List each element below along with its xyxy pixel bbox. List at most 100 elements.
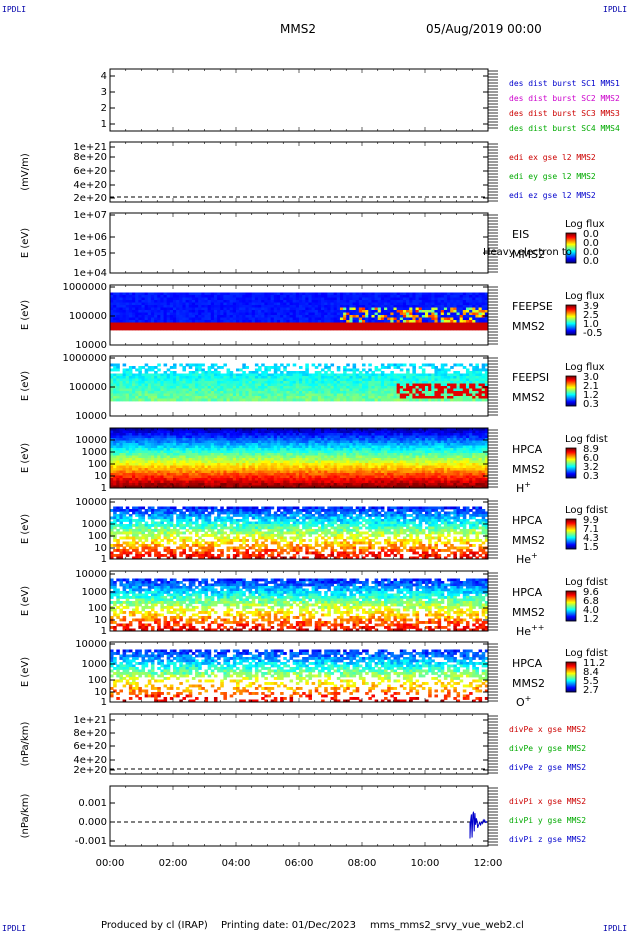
panel-feepse-colorbar-slice bbox=[566, 307, 576, 309]
panel-hpca_o-instrument-label: HPCA bbox=[512, 657, 543, 670]
panel-hpca_he-colorbar-slice bbox=[566, 524, 576, 526]
panel-feepse-colorbar-slice bbox=[566, 306, 576, 308]
panel-availability-ytick-label: 4 bbox=[101, 71, 107, 82]
panel-hpca_o-colorbar-slice bbox=[566, 690, 576, 692]
panel-hpca_he-colorbar-frame bbox=[565, 518, 577, 550]
panel-feepsi-colorbar-slice bbox=[566, 394, 576, 396]
panel-availability-legend-item: des dist burst SC2 MMS2 bbox=[509, 94, 620, 103]
panel-hpca_he-colorbar-slice bbox=[566, 547, 576, 549]
panel-hpca_he-colorbar-slice bbox=[566, 530, 576, 532]
panel-hpca_he-colorbar-tick: 1.5 bbox=[583, 542, 599, 553]
panel-edi-ytick-label: 6e+20 bbox=[73, 166, 107, 177]
panel-feepse-colorbar-title: Log flux bbox=[565, 291, 605, 302]
panel-feepse-colorbar-slice bbox=[566, 329, 576, 331]
panel-eis-colorbar-frame bbox=[565, 232, 577, 264]
panel-hpca_hepp-colorbar-slice bbox=[566, 615, 576, 617]
panel-feepse-ytick-label: 1000000 bbox=[62, 282, 107, 293]
panel-feepsi-colorbar-slice bbox=[566, 378, 576, 380]
panel-availability-ytick-label: 1 bbox=[101, 119, 107, 130]
panel-availability-legend-item: des dist burst SC3 MMS3 bbox=[509, 109, 620, 118]
panel-hpca_hepp-ylabel: E (eV) bbox=[20, 586, 31, 616]
panel-feepse-colorbar-slice bbox=[566, 311, 576, 313]
panel-feepse-colorbar-frame bbox=[565, 304, 577, 336]
panel-hpca_hepp-colorbar-frame bbox=[565, 590, 577, 622]
panel-edi-ytick-label: 1e+21 bbox=[73, 142, 107, 153]
panel-hpca_o-colorbar-slice bbox=[566, 685, 576, 687]
panel-eis-colorbar-slice bbox=[566, 234, 576, 236]
corner-label-top-left: IPDLI bbox=[2, 5, 27, 14]
panel-hpca_hepp-instrument-label: HPCA bbox=[512, 586, 543, 599]
panel-hpca_h-ylabel: E (eV) bbox=[20, 443, 31, 473]
panel-eis-ytick-label: 1e+04 bbox=[73, 268, 107, 279]
panel-feepse-colorbar-slice bbox=[566, 310, 576, 312]
panel-hpca_o-colorbar-slice bbox=[566, 683, 576, 685]
panel-feepse-colorbar-slice bbox=[566, 332, 576, 334]
panel-feepsi-colorbar-slice bbox=[566, 386, 576, 388]
date-title: 05/Aug/2019 00:00 bbox=[426, 22, 542, 36]
panel-hpca_hepp-colorbar-tick: 9.6 bbox=[583, 587, 599, 598]
panel-hpca_h-spacecraft-label: MMS2 bbox=[512, 463, 545, 476]
panel-hpca_h-colorbar-slice bbox=[566, 459, 576, 461]
panel-edi-legend-item: edi ey gse l2 MMS2 bbox=[509, 172, 596, 181]
panel-feepsi-colorbar-tick: 3.0 bbox=[583, 372, 599, 383]
panel-eis-colorbar-slice bbox=[566, 249, 576, 251]
panel-hpca_hepp-colorbar-slice bbox=[566, 605, 576, 607]
panel-hpca_he-colorbar-slice bbox=[566, 542, 576, 544]
panel-eis-colorbar-tick: 0.0 bbox=[583, 229, 599, 240]
footer-script-name: mms_mms2_srvy_vue_web2.cl bbox=[370, 920, 524, 931]
panel-eis-colorbar-slice bbox=[566, 243, 576, 245]
panel-hpca_o-colorbar-tick: 5.5 bbox=[583, 676, 599, 687]
panel-feepse-colorbar-tick: 2.5 bbox=[583, 310, 599, 321]
panel-feepsi-colorbar-frame bbox=[565, 375, 577, 407]
panel-feepsi-colorbar-slice bbox=[566, 400, 576, 402]
panel-eis-colorbar-slice bbox=[566, 261, 576, 263]
panel-feepse-colorbar-slice bbox=[566, 309, 576, 311]
panel-hpca_he-ytick-label: 10000 bbox=[75, 497, 107, 508]
panel-hpca_he-colorbar-slice bbox=[566, 537, 576, 539]
panel-divpe-legend-item: divPe y gse MMS2 bbox=[509, 744, 586, 753]
panel-hpca_h-colorbar-slice bbox=[566, 464, 576, 466]
panel-hpca_he-colorbar-slice bbox=[566, 539, 576, 541]
panel-eis-colorbar-slice bbox=[566, 233, 576, 235]
panel-hpca_o-colorbar-slice bbox=[566, 672, 576, 674]
panel-feepsi-colorbar-tick: 0.3 bbox=[583, 399, 599, 410]
panel-hpca_h-colorbar-slice bbox=[566, 472, 576, 474]
panel-hpca_he-colorbar-tick: 7.1 bbox=[583, 524, 599, 535]
panel-feepse-colorbar-slice bbox=[566, 319, 576, 321]
panel-hpca_he-colorbar-slice bbox=[566, 522, 576, 524]
panel-feepse-ylabel: E (eV) bbox=[20, 300, 31, 330]
panel-hpca_hepp-ytick-label: 100 bbox=[88, 603, 107, 614]
panel-hpca_he-colorbar-slice bbox=[566, 528, 576, 530]
panel-feepsi-colorbar-slice bbox=[566, 392, 576, 394]
panel-hpca_he-colorbar-slice bbox=[566, 548, 576, 550]
panel-feepsi-colorbar-slice bbox=[566, 391, 576, 393]
panel-hpca_he-colorbar-slice bbox=[566, 540, 576, 542]
panel-feepse-colorbar-slice bbox=[566, 305, 576, 307]
panel-hpca_o-colorbar-slice bbox=[566, 669, 576, 671]
panel-hpca_h-colorbar-slice bbox=[566, 452, 576, 454]
panel-eis-colorbar-slice bbox=[566, 244, 576, 246]
time-axis-tick-label: 06:00 bbox=[285, 858, 314, 869]
panel-hpca_he-colorbar-slice bbox=[566, 535, 576, 537]
panel-availability-ytick-label: 3 bbox=[101, 87, 107, 98]
panel-hpca_hepp-colorbar-slice bbox=[566, 604, 576, 606]
panel-hpca_h-colorbar-slice bbox=[566, 458, 576, 460]
panel-feepse-spacecraft-label: MMS2 bbox=[512, 320, 545, 333]
panel-hpca_he-instrument-label: HPCA bbox=[512, 514, 543, 527]
panel-hpca_he-species-label: He+ bbox=[516, 551, 538, 566]
panel-hpca_h-colorbar-slice bbox=[566, 460, 576, 462]
time-axis-tick-label: 12:00 bbox=[474, 858, 503, 869]
panel-feepsi-colorbar-slice bbox=[566, 382, 576, 384]
panel-hpca_h-colorbar-slice bbox=[566, 451, 576, 453]
panel-feepse-colorbar-slice bbox=[566, 312, 576, 314]
panel-hpca_hepp-colorbar-tick: 6.8 bbox=[583, 596, 599, 607]
panel-hpca_o-ytick-label: 1000 bbox=[82, 659, 107, 670]
panel-hpca_h-colorbar-slice bbox=[566, 457, 576, 459]
panel-hpca_o-ylabel: E (eV) bbox=[20, 657, 31, 687]
panel-divpe-ytick-label: 1e+21 bbox=[73, 715, 107, 726]
panel-hpca_o-colorbar-slice bbox=[566, 665, 576, 667]
panel-hpca_h-colorbar-title: Log fdist bbox=[565, 434, 608, 445]
panel-hpca_he-colorbar-slice bbox=[566, 529, 576, 531]
panel-eis-ytick-label: 1e+05 bbox=[73, 248, 107, 259]
panel-hpca_he-colorbar-slice bbox=[566, 532, 576, 534]
